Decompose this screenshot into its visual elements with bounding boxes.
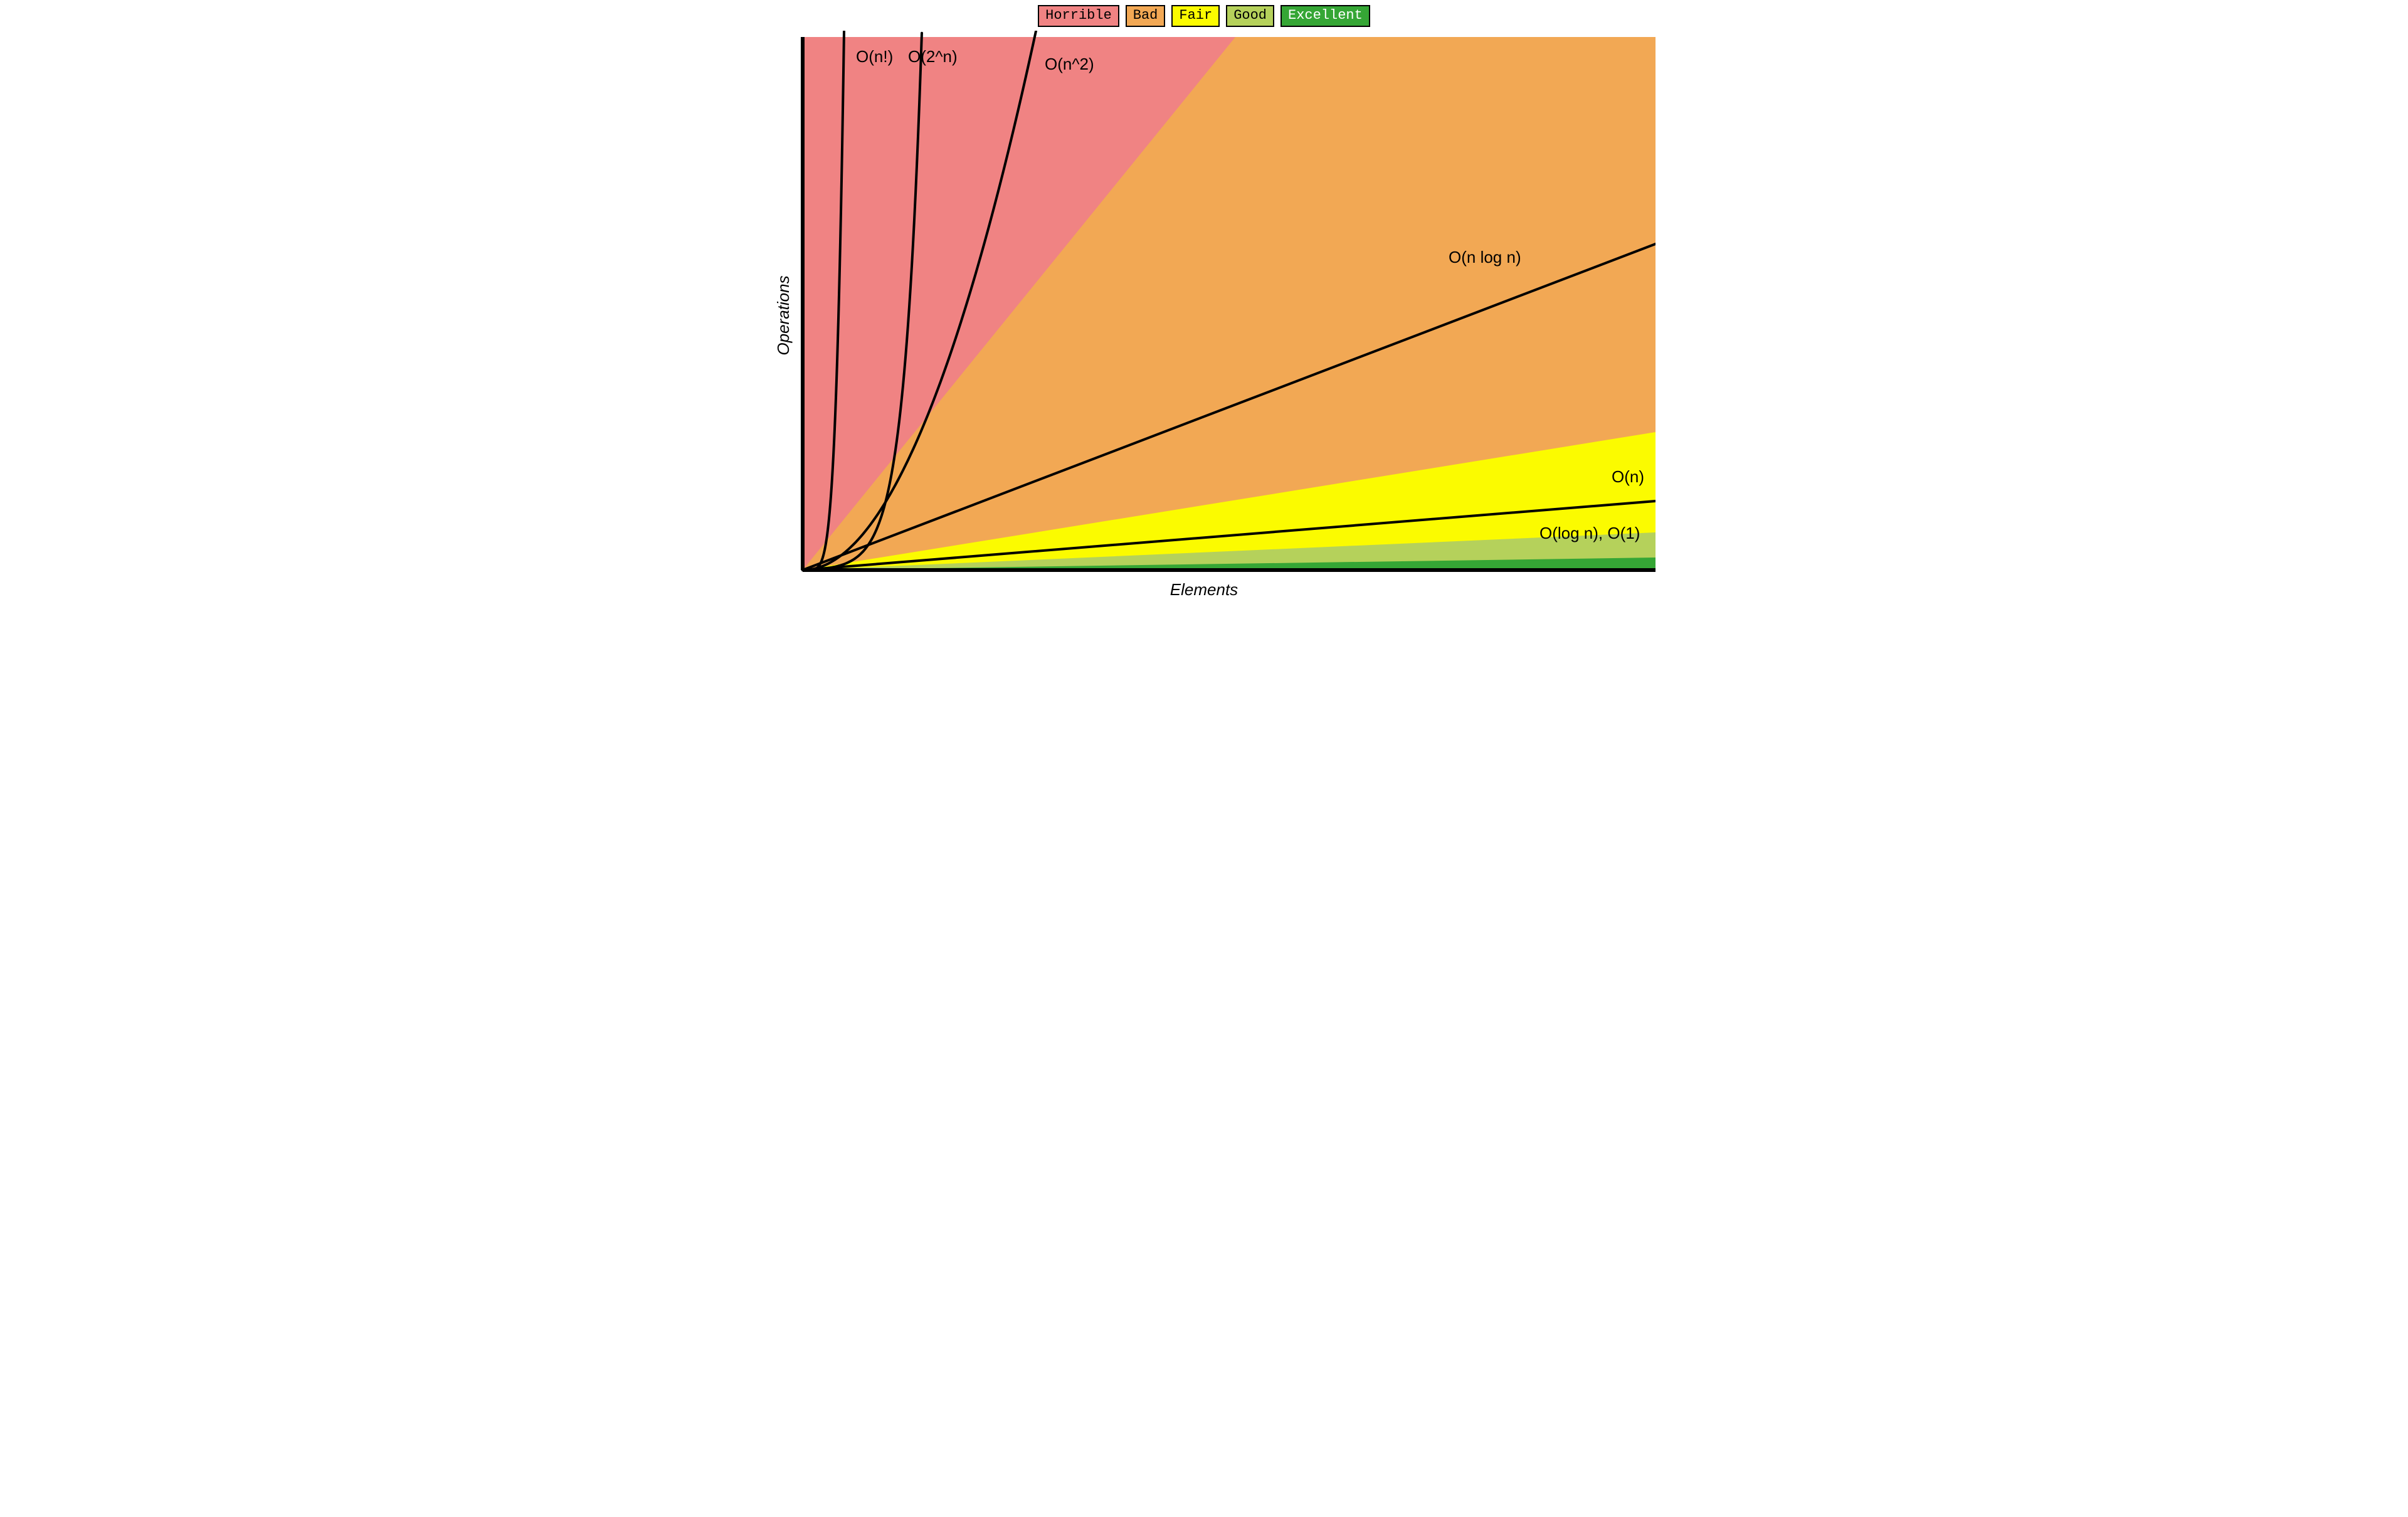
legend-fair: Fair <box>1171 5 1220 27</box>
legend-horrible: Horrible <box>1038 5 1119 27</box>
label-nlogn: O(n log n) <box>1449 248 1521 267</box>
legend-good: Good <box>1226 5 1274 27</box>
legend-bad: Bad <box>1126 5 1166 27</box>
chart-area: Operations O(n!)O(2^n)O(n^2)O(n log n)O(… <box>740 31 1668 600</box>
legend: Horrible Bad Fair Good Excellent <box>740 5 1668 27</box>
y-axis-label: Operations <box>774 275 793 355</box>
label-linear: O(n) <box>1612 467 1644 486</box>
legend-excellent: Excellent <box>1281 5 1370 27</box>
x-axis-label: Elements <box>740 580 1668 600</box>
label-nfact: O(n!) <box>856 47 893 66</box>
label-quad: O(n^2) <box>1045 55 1094 73</box>
bigo-chart: O(n!) O(2^n) O(n^2) O(n log n) O(n) O(log n),… <box>790 31 1656 576</box>
label-exp: O(2^n) <box>908 47 958 66</box>
label-logc: O(log n), O(1) <box>1539 524 1640 542</box>
